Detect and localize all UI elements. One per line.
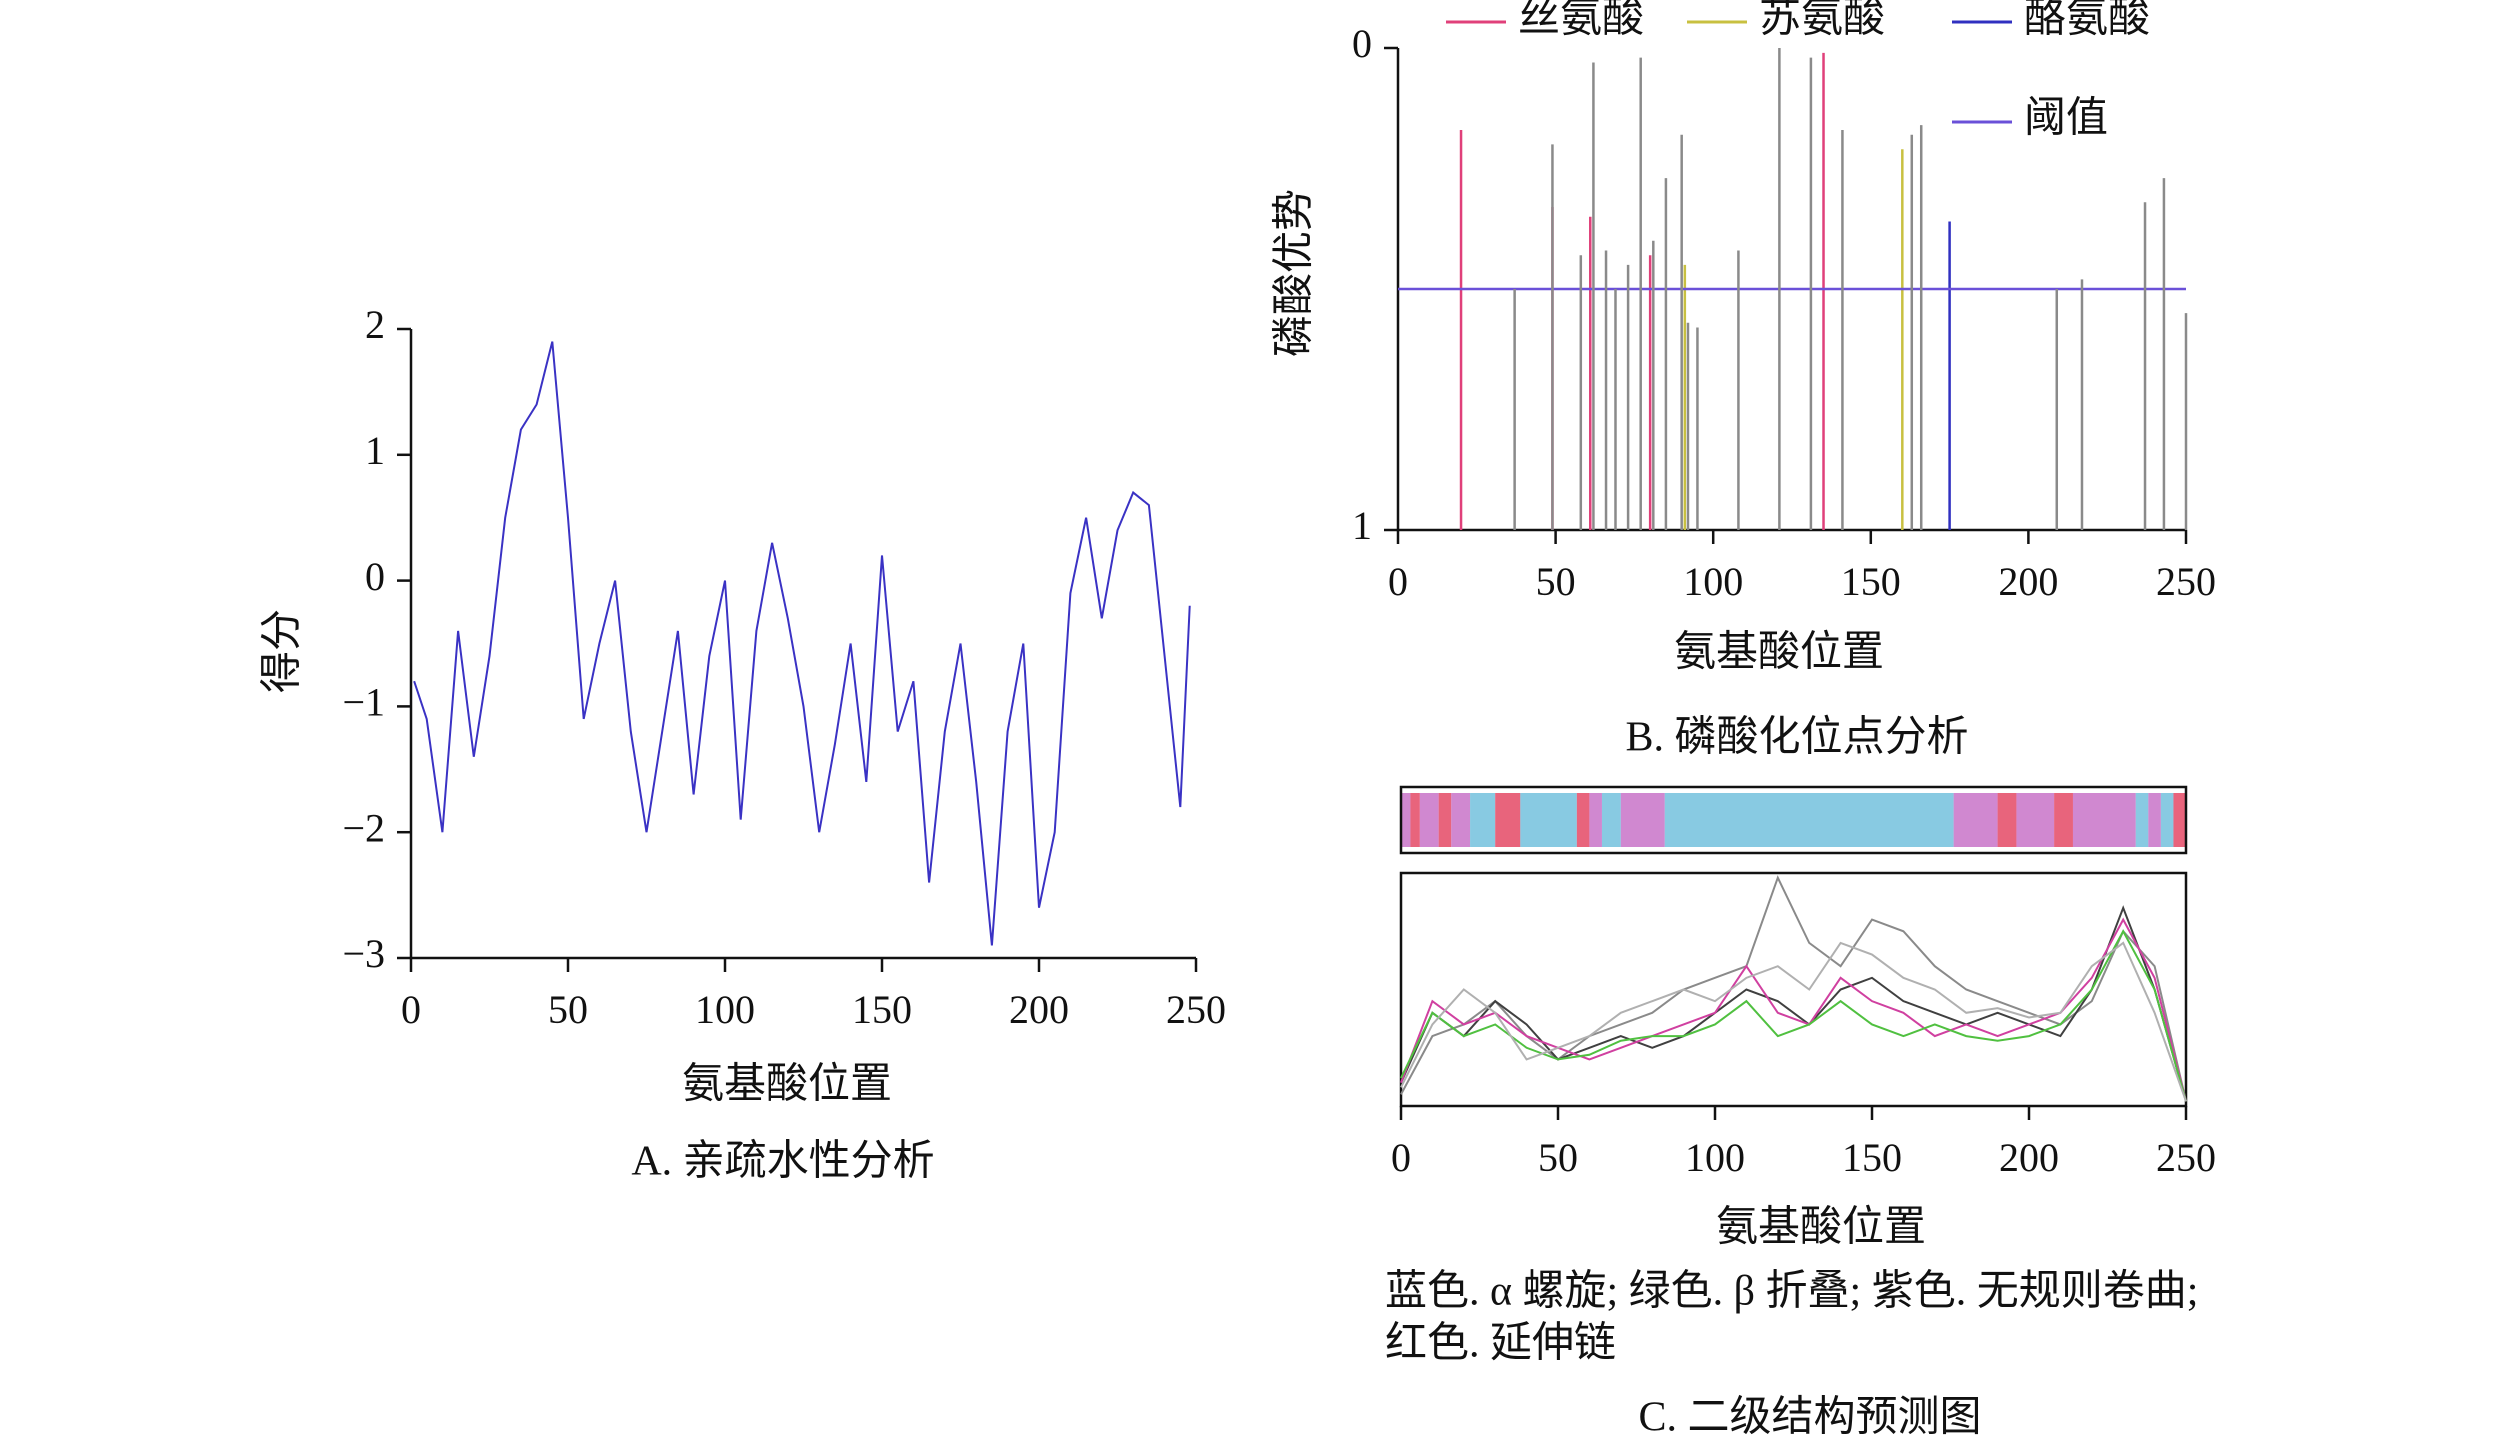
structure-segment (2016, 793, 2055, 847)
structure-segment (1601, 793, 1621, 847)
legend-label: 酪氨酸 (2024, 0, 2150, 42)
structure-segment (1451, 793, 1471, 847)
y-tick-label: 1 (1352, 503, 1372, 548)
x-tick-label: 100 (1685, 1135, 1745, 1180)
structure-segment (1620, 793, 1665, 847)
x-tick-label: 250 (2156, 1135, 2216, 1180)
chart-caption: C. 二级结构预测图 (1638, 1395, 1981, 1441)
series-line (1400, 929, 2187, 1102)
note: 红色. 延伸链 (1385, 1321, 1616, 1367)
structure-segment (1953, 793, 1998, 847)
line (413, 341, 1191, 946)
structure-segment (1520, 793, 1577, 847)
y-tick-label: 0 (1352, 21, 1372, 66)
y-tick-label: −3 (342, 931, 385, 976)
legend-label: 阈值 (2024, 96, 2108, 142)
x-axis-label: 氨基酸位置 (1674, 629, 1884, 676)
structure-segment (2160, 793, 2174, 847)
chart-caption: B. 磷酸化位点分析 (1625, 714, 1968, 761)
y-tick-label: 0 (365, 554, 385, 599)
series-line (1400, 917, 2187, 1102)
plot-frame (1399, 871, 2188, 1108)
x-tick-label: 0 (1388, 559, 1408, 604)
structure-segment (2135, 793, 2149, 847)
structure-segment (1997, 793, 2017, 847)
structure-segment (1410, 793, 1420, 847)
y-tick-label: −1 (342, 680, 385, 725)
structure-segment (1401, 793, 1411, 847)
structure-segment (2054, 793, 2073, 847)
x-tick-label: 200 (1009, 987, 1069, 1032)
structure-segment (1589, 793, 1602, 847)
strip-frame (1399, 785, 2188, 855)
x-tick-label: 100 (695, 987, 755, 1032)
structure-segment (2072, 793, 2136, 847)
y-axis-label: 磷酸优势 (1272, 189, 1318, 357)
x-tick-label: 50 (1536, 559, 1576, 604)
y-tick-label: 1 (365, 428, 385, 473)
chart-caption: A. 亲疏水性分析 (631, 1139, 934, 1185)
x-tick-label: 150 (1841, 559, 1901, 604)
x-axis-label: 氨基酸位置 (1716, 1204, 1926, 1251)
legend-label: 丝氨酸 (1518, 0, 1644, 42)
x-tick-label: 100 (1683, 559, 1743, 604)
x-tick-label: 50 (548, 987, 588, 1032)
structure-segment (1438, 793, 1452, 847)
structure-segment (1576, 793, 1590, 847)
structure-segment (2173, 793, 2186, 847)
x-tick-label: 0 (401, 987, 421, 1032)
x-tick-label: 200 (1999, 1135, 2059, 1180)
x-axis-label: 氨基酸位置 (682, 1061, 892, 1108)
structure-segment (2148, 793, 2161, 847)
legend-label: 苏氨酸 (1759, 0, 1885, 42)
x-tick-label: 200 (1998, 559, 2058, 604)
y-tick-label: −2 (342, 805, 385, 850)
x-tick-label: 250 (1166, 987, 1226, 1032)
x-tick-label: 150 (852, 987, 912, 1032)
x-tick-label: 0 (1391, 1135, 1411, 1180)
x-tick-label: 50 (1538, 1135, 1578, 1180)
x-tick-label: 150 (1842, 1135, 1902, 1180)
y-axis-label: 得分 (260, 609, 306, 693)
structure-segment (1419, 793, 1439, 847)
structure-segment (1495, 793, 1521, 847)
structure-segment (1664, 793, 1954, 847)
axis-line (409, 329, 1196, 960)
x-tick-label: 250 (2156, 559, 2216, 604)
note: 蓝色. α 螺旋; 绿色. β 折叠; 紫色. 无规则卷曲; (1385, 1269, 2198, 1315)
y-tick-label: 2 (365, 302, 385, 347)
structure-segment (1470, 793, 1496, 847)
series-line (1400, 905, 2187, 1102)
series-line (1400, 875, 2187, 1102)
series-line (1400, 941, 2187, 1102)
